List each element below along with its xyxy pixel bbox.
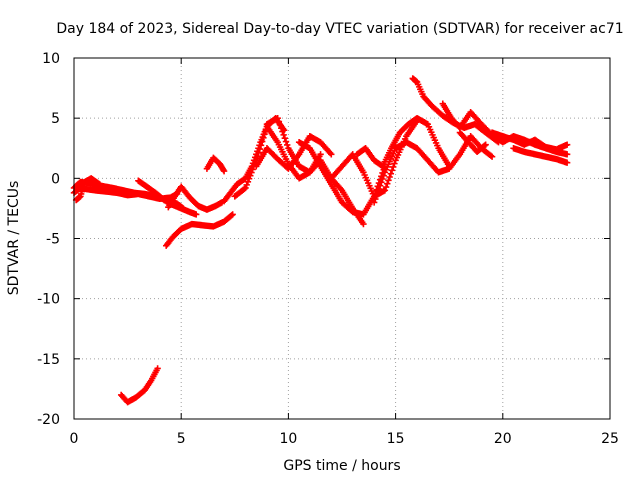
data-series [488,129,571,153]
x-tick-label: 20 [494,431,512,447]
data-point [255,149,262,156]
y-tick-label: -15 [37,352,60,368]
data-point [563,159,571,166]
y-tick-label: 0 [51,171,60,187]
data-point [282,138,290,145]
data-point [276,121,284,129]
data-point [386,173,393,181]
data-series [117,365,161,406]
plot-frame [73,57,611,420]
data-point [193,211,200,218]
data-point [242,184,249,192]
data-point [280,131,287,139]
data-point [381,187,389,194]
data-points [70,75,571,406]
data-point [260,134,267,142]
x-tick-label: 25 [601,431,619,447]
data-point [248,169,255,176]
y-tick-label: -5 [46,232,60,248]
data-point [275,118,283,125]
data-point [154,365,161,372]
data-series [370,133,496,206]
y-tick-label: 5 [51,111,60,127]
y-tick-label: -20 [37,412,60,428]
data-point [387,170,395,177]
x-tick-label: 15 [387,431,405,447]
data-point [245,175,253,182]
data-point [384,180,391,187]
data-point [376,182,384,189]
grid [74,58,610,419]
data-series [165,183,226,213]
data-point [257,142,265,149]
data-point [378,179,385,186]
data-point [481,142,488,149]
data-point [256,145,264,153]
data-point [258,138,266,145]
data-point [388,167,396,174]
data-point [563,151,571,158]
data-point [370,199,378,206]
data-point [328,151,335,158]
data-point [380,172,387,179]
x-tick-label: 5 [177,431,186,447]
data-point [487,152,495,159]
data-point [229,211,236,218]
data-point [360,220,367,228]
data-point [385,177,392,184]
y-tick-label: -10 [37,292,60,308]
data-point [220,167,228,175]
data-point [317,151,324,158]
x-axis-label: GPS time / hours [283,458,400,474]
y-axis-label: SDTVAR / TECUs [6,181,22,296]
axis-ticks: 0 5 10 15 20 25 -20 -15 -10 -5 0 5 10 [37,51,619,447]
data-point [279,128,286,135]
data-point [391,160,398,167]
data-point [374,189,381,196]
data-point [274,114,281,122]
chart-title: Day 184 of 2023, Sidereal Day-to-day VTE… [56,21,623,37]
data-point [488,153,496,160]
data-point [247,172,254,179]
data-point [375,185,383,193]
data-point [96,181,103,188]
data-series [510,145,571,166]
data-point [372,195,379,203]
data-point [244,178,252,186]
data-series [263,114,367,228]
data-point [382,183,390,191]
data-point [373,192,380,199]
data-series [72,175,103,204]
data-point [241,185,248,193]
x-tick-label: 0 [70,431,79,447]
data-point [284,141,291,149]
data-point [482,141,489,148]
data-point [563,141,571,148]
data-point [228,212,235,219]
data-series [456,129,489,156]
data-point [278,124,285,132]
data-series [353,114,453,170]
data-point [243,181,250,189]
data-point [261,130,268,138]
data-series [162,211,236,249]
data-point [379,175,386,183]
data-point [249,166,256,173]
x-tick-label: 10 [279,431,297,447]
data-series [203,154,228,175]
data-point [390,163,397,171]
y-tick-label: 10 [42,51,60,67]
data-series [409,75,502,146]
data-point [281,135,289,142]
